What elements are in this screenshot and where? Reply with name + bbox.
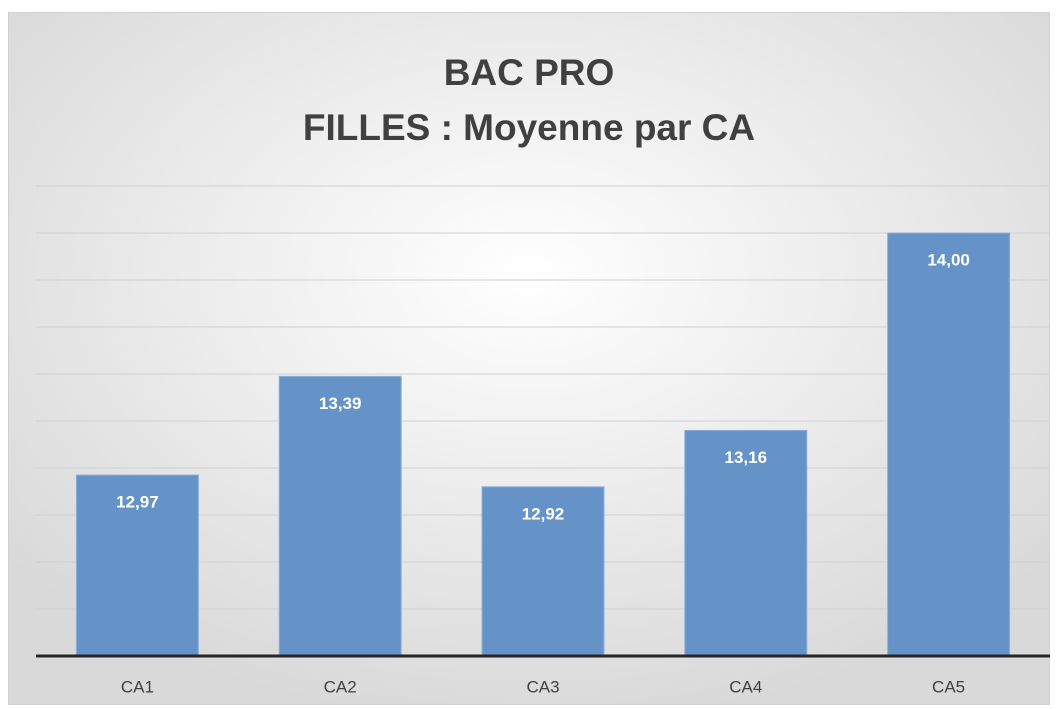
x-tick-label: CA1 xyxy=(121,677,154,696)
bar xyxy=(887,232,1011,657)
data-label: 14,00 xyxy=(927,250,970,269)
bar xyxy=(684,429,808,657)
bar xyxy=(278,375,402,657)
chart-title: FILLES : Moyenne par CA xyxy=(303,107,755,148)
data-label: 12,92 xyxy=(522,504,565,523)
bar xyxy=(481,486,605,657)
x-tick-label: CA3 xyxy=(526,677,559,696)
x-tick-label: CA2 xyxy=(324,677,357,696)
chart-title: BAC PRO xyxy=(444,52,615,93)
x-tick-label: CA4 xyxy=(729,677,762,696)
data-label: 13,16 xyxy=(725,448,768,467)
data-label: 12,97 xyxy=(116,493,159,512)
x-tick-label: CA5 xyxy=(932,677,965,696)
data-label: 13,39 xyxy=(319,394,362,413)
bar xyxy=(75,474,199,657)
